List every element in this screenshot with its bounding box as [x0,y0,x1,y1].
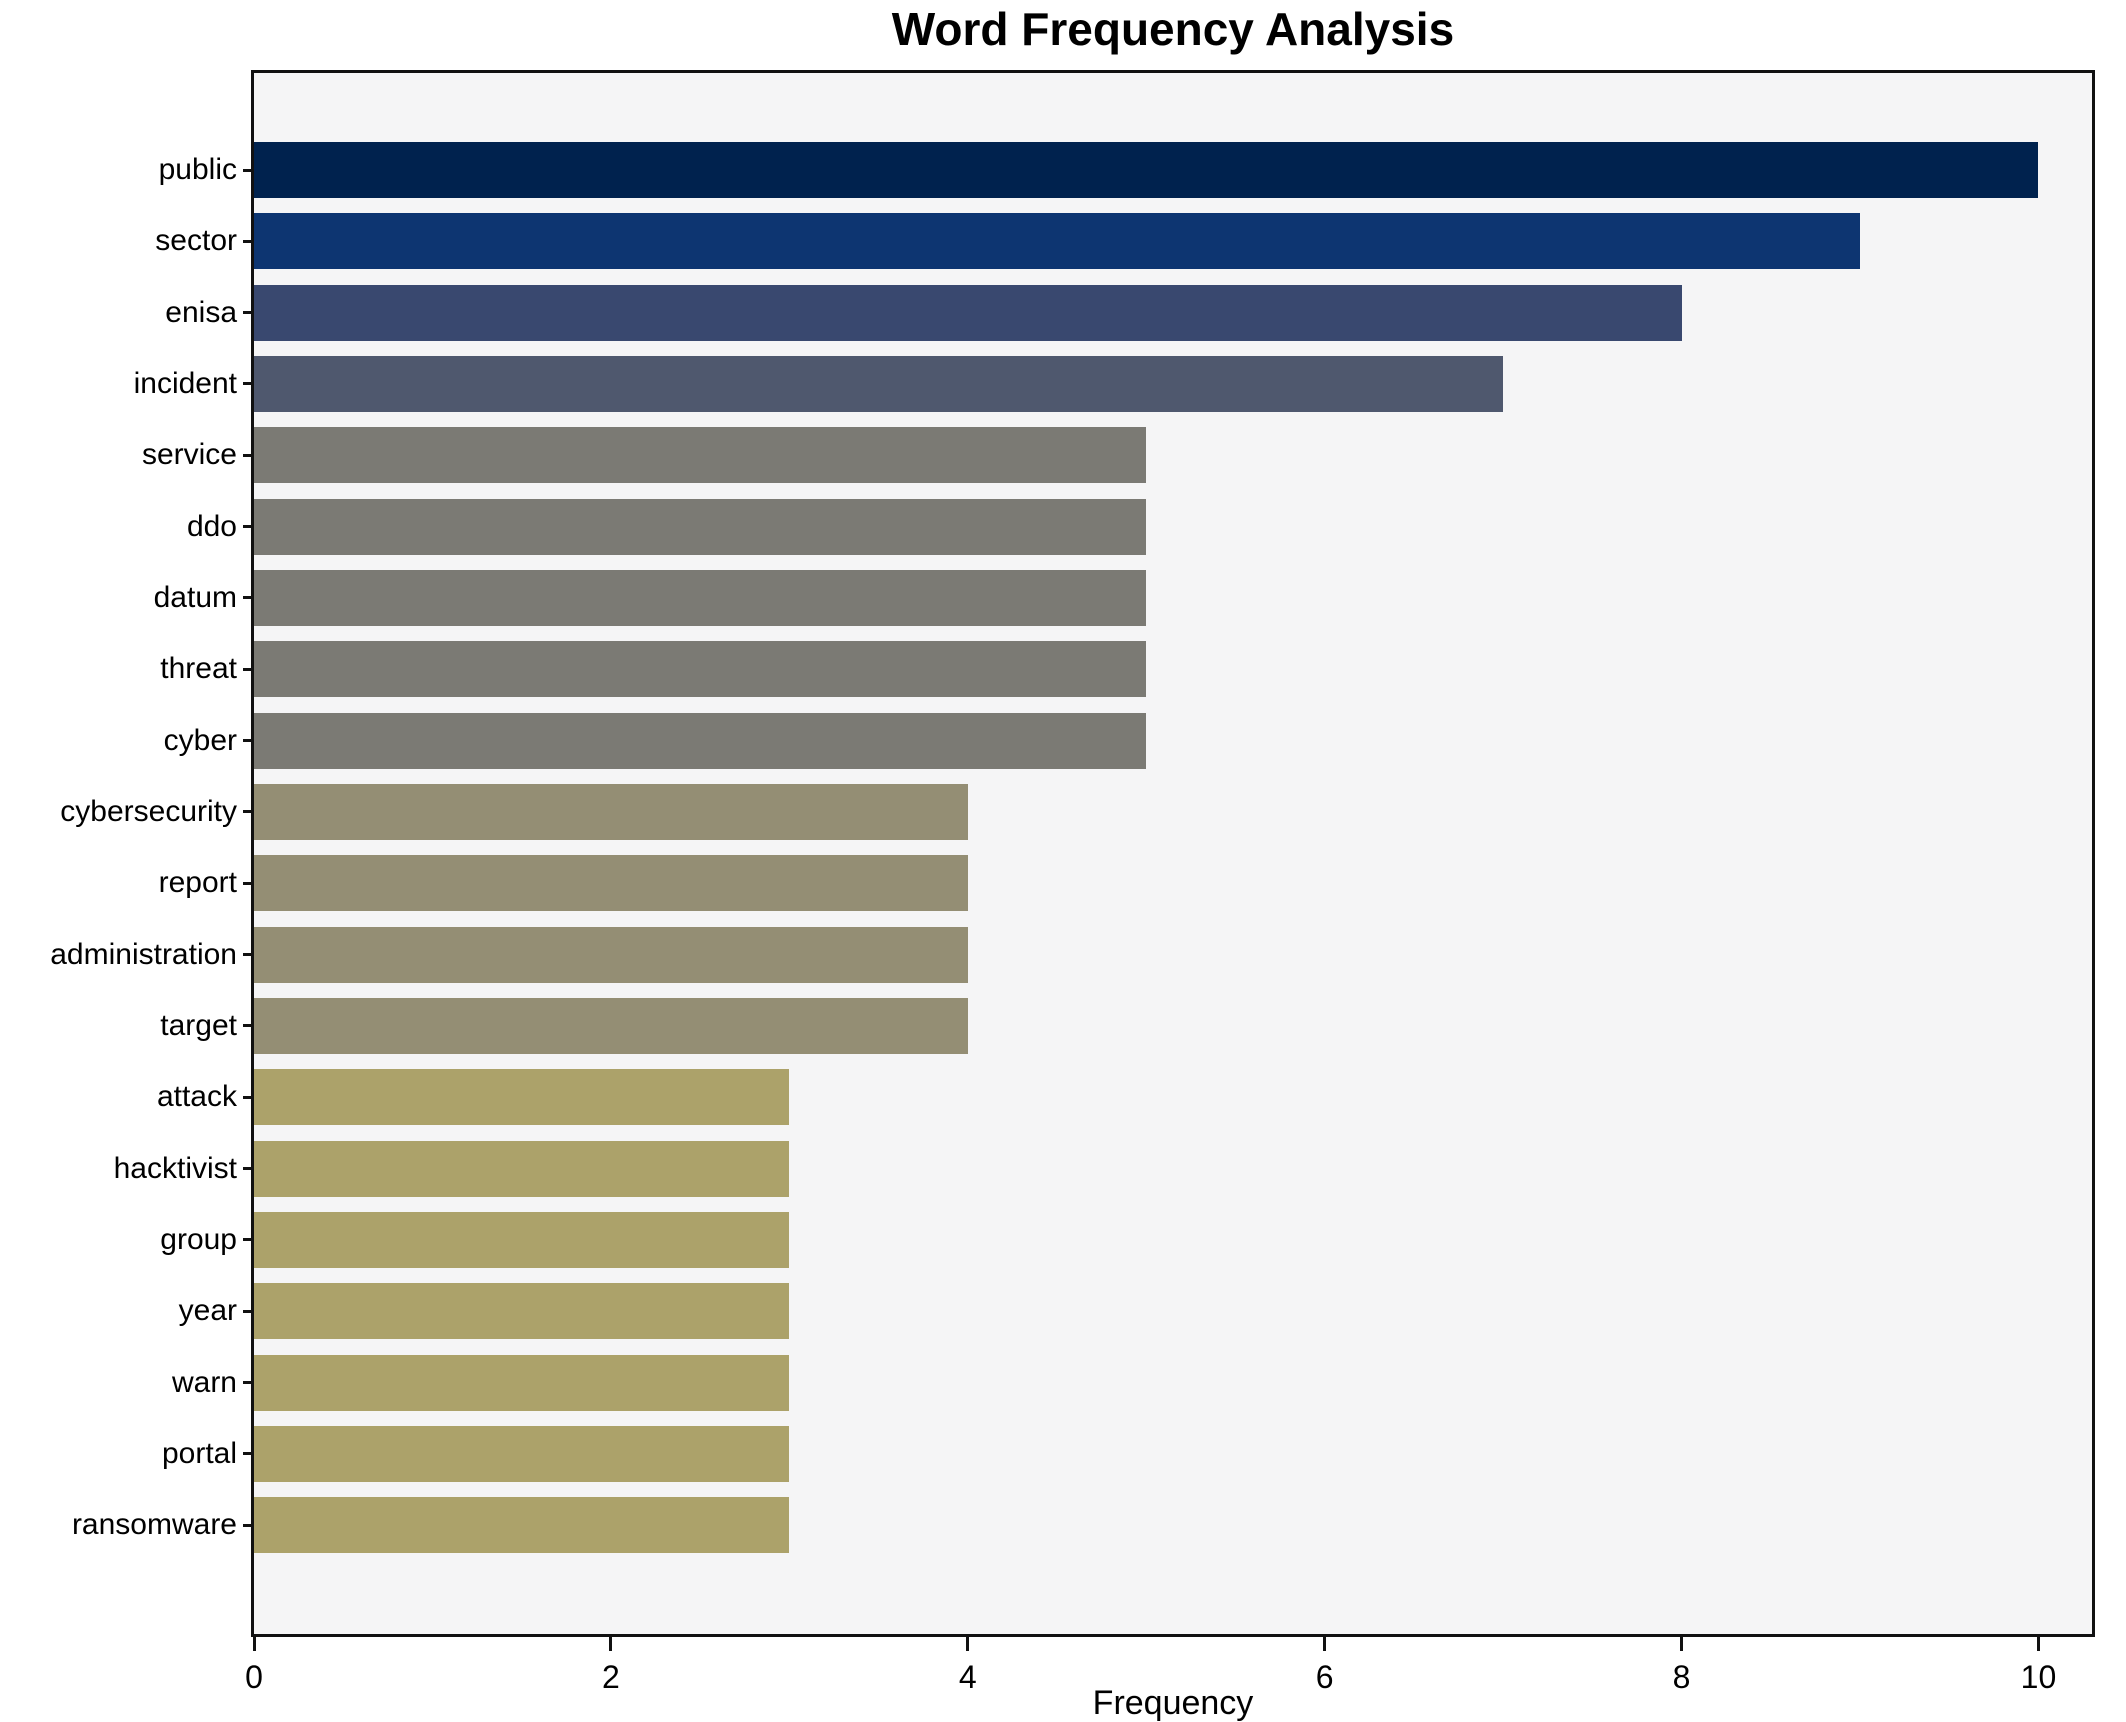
bar-enisa [254,284,1682,341]
x-tick-label-6: 6 [1315,1659,1334,1695]
y-tick-mark [243,1238,251,1242]
y-tick-mark [243,953,251,957]
bar-ransomware [254,1497,790,1554]
y-tick-label-cyber: cyber [163,723,237,757]
x-tick-label-2: 2 [601,1659,620,1695]
bar-warn [254,1354,790,1411]
bar-report [254,855,968,912]
bar-ddo [254,498,1147,555]
y-tick-mark [243,311,251,315]
y-tick-mark [243,1167,251,1171]
y-tick-label-ddo: ddo [186,509,237,543]
y-tick-label-datum: datum [153,580,237,614]
y-tick-mark [243,1452,251,1456]
y-tick-label-hacktivist: hacktivist [113,1151,237,1185]
y-tick-mark [243,382,251,386]
y-tick-mark [243,667,251,671]
y-tick-mark [243,739,251,743]
bar-threat [254,641,1147,698]
x-tick-mark [2036,1637,2040,1651]
chart-title: Word Frequency Analysis [891,3,1455,55]
x-tick-mark [1680,1637,1684,1651]
y-tick-mark [243,1523,251,1527]
y-tick-mark [243,239,251,243]
y-tick-mark [243,453,251,457]
bar-group [254,1211,790,1268]
plot-area [251,70,2095,1637]
y-tick-label-target: target [160,1008,237,1042]
y-tick-label-threat: threat [160,652,237,686]
y-tick-mark [243,1024,251,1028]
bar-sector [254,213,1861,270]
bar-year [254,1283,790,1340]
y-tick-label-administration: administration [50,937,237,971]
bar-public [254,142,2039,198]
x-tick-mark [966,1637,970,1651]
y-tick-label-service: service [141,438,237,472]
y-tick-mark [243,1309,251,1313]
y-tick-label-public: public [158,153,237,186]
bar-service [254,427,1147,484]
y-tick-label-sector: sector [155,224,237,258]
bar-cyber [254,712,1147,769]
x-tick-mark [252,1637,256,1651]
y-tick-label-cybersecurity: cybersecurity [60,794,237,828]
bar-datum [254,569,1147,626]
bar-incident [254,355,1504,412]
x-tick-mark [1323,1637,1327,1651]
y-tick-label-warn: warn [171,1365,237,1399]
y-tick-label-enisa: enisa [165,295,237,329]
y-tick-label-incident: incident [133,366,237,400]
x-tick-mark [609,1637,613,1651]
y-tick-mark [243,168,251,172]
x-axis-title: Frequency [1092,1684,1254,1722]
y-tick-mark [243,881,251,885]
y-tick-label-attack: attack [156,1080,237,1114]
y-tick-mark [243,1095,251,1099]
bar-administration [254,926,968,983]
bar-target [254,997,968,1054]
bar-portal [254,1425,790,1482]
y-tick-mark [243,810,251,814]
y-tick-mark [243,596,251,600]
y-tick-label-ransomware: ransomware [71,1508,237,1542]
y-tick-label-report: report [158,866,237,900]
bar-hacktivist [254,1140,790,1197]
x-tick-label-8: 8 [1672,1659,1691,1695]
y-tick-label-group: group [160,1222,237,1256]
bar-attack [254,1069,790,1126]
y-tick-label-year: year [178,1294,237,1328]
bar-cybersecurity [254,783,968,840]
x-tick-label-0: 0 [245,1659,263,1695]
y-tick-mark [243,525,251,529]
y-tick-label-portal: portal [161,1436,237,1470]
x-tick-label-4: 4 [958,1659,977,1695]
x-tick-label-10: 10 [2020,1659,2057,1695]
y-tick-mark [243,1381,251,1385]
